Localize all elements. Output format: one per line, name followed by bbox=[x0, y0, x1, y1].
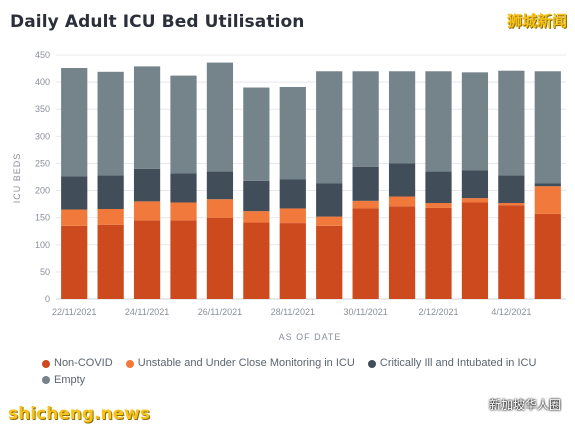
legend-label: Critically Ill and Intubated in ICU bbox=[379, 357, 537, 369]
bar-segment-critical[interactable] bbox=[243, 180, 270, 212]
x-tick-label: 26/11/2021 bbox=[198, 307, 242, 317]
bar-segment-critical[interactable] bbox=[170, 173, 197, 203]
chart-title: Daily Adult ICU Bed Utilisation bbox=[10, 12, 305, 32]
bars bbox=[61, 62, 561, 299]
y-tick-label: 300 bbox=[35, 131, 50, 141]
bar-segment-empty[interactable] bbox=[170, 75, 197, 174]
y-tick-label: 150 bbox=[35, 213, 50, 223]
legend-swatch bbox=[367, 359, 376, 368]
legend-swatch bbox=[42, 376, 50, 384]
bar-segment-non-covid[interactable] bbox=[206, 217, 234, 299]
legend-label: Non-COVID bbox=[54, 357, 113, 369]
bar-segment-critical[interactable] bbox=[97, 175, 124, 209]
watermark-bottom-right: 新加坡华人圈 bbox=[488, 398, 561, 412]
bar-segment-non-covid[interactable] bbox=[243, 222, 270, 299]
bar-segment-non-covid[interactable] bbox=[133, 220, 161, 299]
bar-segment-non-covid[interactable] bbox=[425, 207, 452, 299]
bar-segment-empty[interactable] bbox=[498, 70, 525, 176]
y-tick-label: 100 bbox=[35, 240, 50, 250]
y-tick-label: 350 bbox=[35, 104, 50, 114]
bar-segment-critical[interactable] bbox=[388, 163, 416, 197]
bar-segment-empty[interactable] bbox=[133, 66, 161, 169]
bar-segment-critical[interactable] bbox=[534, 183, 561, 187]
bar-segment-unstable[interactable] bbox=[61, 209, 88, 226]
bar-segment-empty[interactable] bbox=[352, 71, 379, 167]
bar-segment-unstable[interactable] bbox=[97, 208, 124, 225]
bar-segment-critical[interactable] bbox=[461, 170, 489, 199]
bar-segment-non-covid[interactable] bbox=[97, 224, 124, 299]
x-tick-label: 24/11/2021 bbox=[125, 307, 169, 317]
gridlines bbox=[56, 54, 566, 300]
bar-segment-empty[interactable] bbox=[279, 86, 306, 180]
x-tick-label: 22/11/2021 bbox=[52, 307, 96, 317]
bar-segment-empty[interactable] bbox=[206, 62, 234, 172]
stacked-bar-chart: 0 50 100 150 200 250 300 350 400 450 22/11/2021 24… bbox=[12, 50, 566, 340]
y-tick-label: 250 bbox=[35, 158, 50, 168]
bar-segment-unstable[interactable] bbox=[279, 208, 306, 224]
bar-segment-non-covid[interactable] bbox=[61, 225, 88, 299]
bar-segment-unstable[interactable] bbox=[425, 203, 452, 208]
bar-segment-empty[interactable] bbox=[97, 71, 124, 176]
legend-item-unstable[interactable]: Unstable and Under Close Monitoring in I… bbox=[125, 356, 355, 371]
watermark-top: 狮城新闻 bbox=[506, 12, 567, 30]
bar-segment-empty[interactable] bbox=[425, 71, 452, 172]
legend-label: Empty bbox=[54, 373, 86, 386]
x-axis-ticks: 22/11/2021 24/11/2021 26/11/2021 28/11/2021… bbox=[52, 307, 531, 317]
bar-segment-unstable[interactable] bbox=[352, 200, 379, 209]
bar-segment-non-covid[interactable] bbox=[352, 208, 379, 299]
bar-segment-unstable[interactable] bbox=[388, 196, 416, 207]
legend: Non-COVID Unstable and Under Close Monit… bbox=[42, 356, 572, 389]
bar-segment-empty[interactable] bbox=[316, 71, 343, 184]
legend-item-non-covid[interactable]: Non-COVID bbox=[42, 356, 113, 371]
y-tick-label: 450 bbox=[35, 50, 50, 60]
bar-segment-empty[interactable] bbox=[61, 68, 88, 177]
legend-swatch bbox=[125, 359, 134, 368]
bar-segment-unstable[interactable] bbox=[243, 211, 270, 223]
bar-segment-non-covid[interactable] bbox=[316, 225, 343, 299]
bar-segment-non-covid[interactable] bbox=[498, 205, 525, 299]
watermark-bottom-left: shicheng.news bbox=[8, 404, 150, 424]
bar-segment-unstable[interactable] bbox=[498, 203, 525, 206]
bar-segment-non-covid[interactable] bbox=[279, 223, 306, 299]
legend-label: Unstable and Under Close Monitoring in I… bbox=[137, 357, 355, 369]
bar-segment-non-covid[interactable] bbox=[461, 202, 489, 299]
bar-segment-empty[interactable] bbox=[243, 87, 270, 181]
bar-segment-unstable[interactable] bbox=[170, 202, 197, 221]
y-axis-ticks: 0 50 100 150 200 250 300 350 400 450 bbox=[35, 50, 50, 304]
bar-segment-critical[interactable] bbox=[316, 183, 343, 217]
y-tick-label: 50 bbox=[40, 267, 50, 277]
bar-segment-critical[interactable] bbox=[425, 171, 452, 204]
y-tick-label: 400 bbox=[35, 77, 50, 87]
bar-segment-critical[interactable] bbox=[352, 166, 379, 201]
bar-segment-critical[interactable] bbox=[279, 179, 306, 209]
bar-segment-critical[interactable] bbox=[498, 175, 525, 204]
bar-segment-empty[interactable] bbox=[461, 72, 489, 171]
bar-segment-empty[interactable] bbox=[388, 71, 416, 164]
bar-segment-non-covid[interactable] bbox=[388, 206, 416, 299]
bar-segment-critical[interactable] bbox=[133, 168, 161, 202]
bar-segment-unstable[interactable] bbox=[316, 216, 343, 226]
x-axis-title: AS OF DATE bbox=[279, 332, 342, 340]
x-tick-label: 4/12/2021 bbox=[491, 307, 531, 317]
legend-item-empty[interactable]: Empty bbox=[42, 373, 85, 388]
bar-segment-critical[interactable] bbox=[206, 171, 234, 200]
x-tick-label: 2/12/2021 bbox=[418, 307, 458, 317]
y-axis-title: ICU BEDS bbox=[12, 153, 22, 204]
y-tick-label: 0 bbox=[45, 294, 50, 304]
legend-swatch bbox=[42, 359, 50, 368]
x-tick-label: 28/11/2021 bbox=[271, 307, 315, 317]
bar-segment-unstable[interactable] bbox=[206, 199, 234, 218]
bar-segment-empty[interactable] bbox=[534, 71, 561, 184]
bar-segment-critical[interactable] bbox=[61, 176, 88, 210]
bar-segment-non-covid[interactable] bbox=[534, 213, 561, 299]
y-tick-label: 200 bbox=[35, 186, 50, 196]
x-tick-label: 30/11/2021 bbox=[343, 307, 387, 317]
legend-item-critical[interactable]: Critically Ill and Intubated in ICU bbox=[367, 356, 537, 371]
bar-segment-unstable[interactable] bbox=[461, 198, 489, 203]
bar-segment-unstable[interactable] bbox=[534, 186, 561, 214]
bar-segment-unstable[interactable] bbox=[133, 201, 161, 221]
bar-segment-non-covid[interactable] bbox=[170, 220, 197, 299]
